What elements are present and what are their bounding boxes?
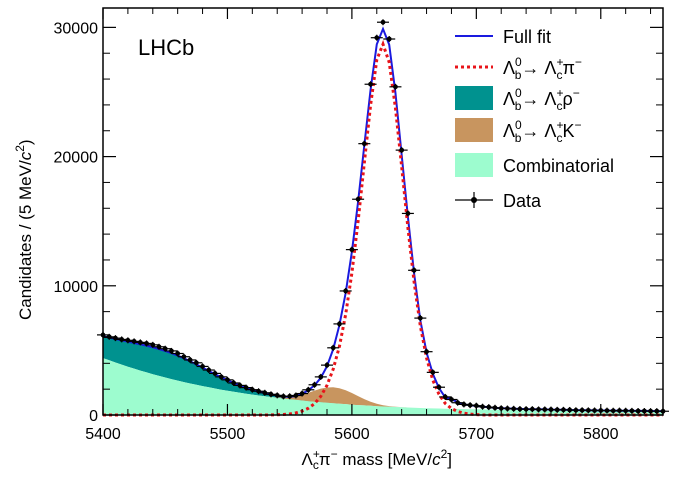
data-point [233, 382, 246, 389]
area-combinatorial [103, 358, 663, 415]
x-tick-label: 5700 [459, 426, 495, 443]
legend-label: Λ0 b→ Λ+ cK− [503, 118, 581, 145]
data-point [159, 345, 172, 352]
data-point [445, 396, 458, 403]
legend-label: Λ0 b→ Λ+ cρ− [503, 86, 580, 113]
data-point [196, 363, 209, 370]
data-points [97, 19, 669, 415]
data-point [190, 359, 203, 366]
data-point [345, 246, 358, 253]
data-point [215, 373, 228, 380]
data-point [240, 384, 253, 391]
data-point [171, 350, 184, 357]
data-point [613, 407, 626, 414]
legend-entry-full_fit: Full fit [455, 27, 551, 47]
x-tick-label: 5800 [583, 426, 619, 443]
data-point [395, 147, 408, 154]
x-tick-label: 5600 [334, 426, 370, 443]
legend-entry-data: Data [455, 191, 542, 211]
legend-label: Λ0 b→ Λ+ cπ− [503, 55, 582, 82]
data-point [327, 344, 340, 351]
data-point [364, 81, 377, 88]
data-point [314, 373, 327, 380]
data-point [209, 370, 221, 377]
data-point [426, 369, 439, 376]
data-point [146, 341, 159, 348]
axes: 5400 5500 5600 5700 5800 0 10000 20000 30000 [54, 8, 663, 443]
data-point [389, 83, 402, 90]
data-point [140, 340, 153, 347]
lhcb-logo: LHCb [138, 35, 194, 60]
y-tick-label: 10000 [54, 279, 99, 296]
legend-entry-rho: Λ0 b→ Λ+ cρ− [455, 86, 580, 113]
data-point [333, 320, 346, 327]
legend-entry-signal: Λ0 b→ Λ+ cπ− [455, 55, 582, 82]
x-tick-label: 5400 [85, 426, 121, 443]
data-point [177, 353, 190, 360]
data-point [414, 315, 427, 322]
plot-frame [102, 7, 664, 416]
data-point [352, 196, 365, 203]
area-rho-component [103, 336, 663, 412]
legend-entry-kaon: Λ0 b→ Λ+ cK− [455, 118, 581, 145]
data-point [308, 381, 321, 388]
data-point [221, 376, 234, 383]
y-tick-label: 0 [89, 408, 98, 425]
data-point [383, 36, 396, 43]
line-signal [103, 39, 663, 417]
data-point [227, 379, 240, 386]
legend: Full fit Λ0 b→ Λ+ cπ− Λ0 b→ Λ+ cρ− Λ0 b→ Λ+ cK− Co… [455, 27, 614, 211]
y-tick-label: 30000 [54, 20, 99, 37]
data-point [401, 210, 414, 217]
y-tick-label: 20000 [54, 150, 99, 167]
data-point [420, 348, 433, 355]
data-point [202, 367, 215, 374]
legend-label: Data [503, 191, 542, 211]
legend-label: Combinatorial [503, 156, 614, 176]
stacked-component-areas [103, 336, 663, 415]
data-point [408, 267, 421, 274]
legend-entry-comb: Combinatorial [455, 153, 614, 177]
y-axis-title: Candidates / (5 MeV/c2) [13, 139, 35, 320]
data-point [289, 392, 302, 399]
data-point [296, 390, 309, 397]
data-point [165, 347, 178, 354]
x-axis-title: Λ+ cπ− mass [MeV/c2] [301, 447, 452, 472]
data-point [184, 356, 197, 363]
data-point [358, 140, 371, 147]
data-point [433, 384, 445, 391]
data-point [153, 343, 165, 350]
data-point [321, 362, 333, 369]
data-point [439, 393, 452, 400]
data-point [377, 19, 389, 26]
data-point [271, 392, 284, 399]
data-point [339, 287, 352, 294]
data-point [302, 386, 315, 393]
x-tick-label: 5500 [210, 426, 246, 443]
legend-label: Full fit [503, 27, 551, 47]
data-point [576, 407, 589, 414]
data-point [538, 406, 551, 413]
data-point [370, 34, 383, 41]
